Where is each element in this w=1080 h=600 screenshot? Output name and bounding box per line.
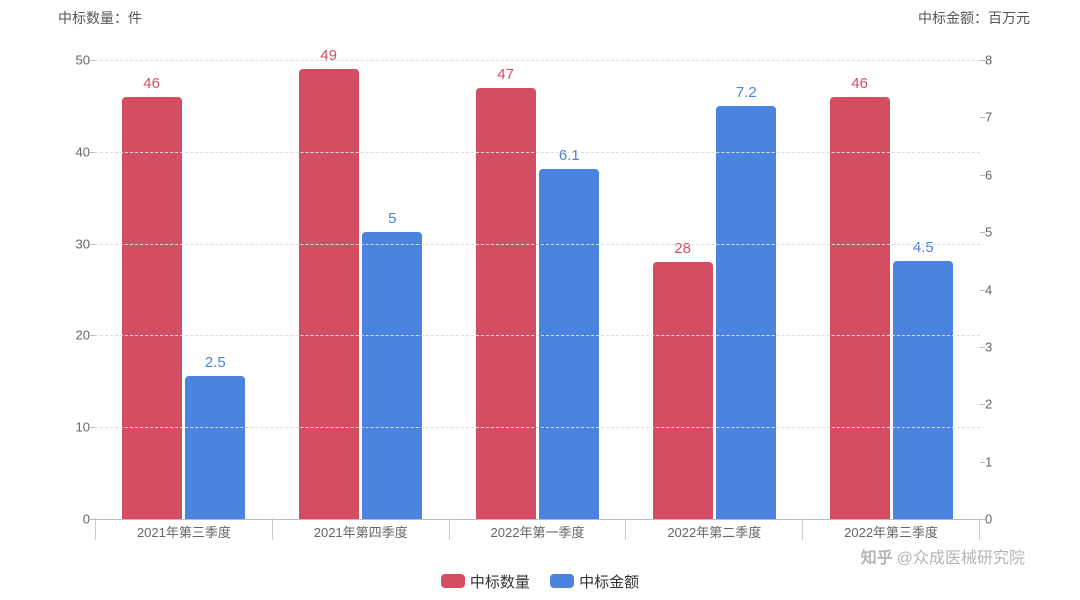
bar-group: 287.2 [626,60,803,519]
bar-count: 49 [299,69,359,519]
bar-value-label: 4.5 [893,239,953,256]
x-axis-labels: 2021年第三季度2021年第四季度2022年第一季度2022年第二季度2022… [95,520,980,540]
bar-amount: 6.1 [539,169,599,519]
bar-value-label: 49 [299,47,359,64]
y-left-tick: 0 [60,512,90,527]
bar-group: 462.5 [95,60,272,519]
grid-line [95,60,980,61]
tick-mark [90,335,95,336]
legend-item-count: 中标数量 [441,571,530,592]
bar-value-label: 7.2 [716,84,776,101]
y-right-tick: 5 [985,225,1010,240]
y-right-tick: 8 [985,53,1010,68]
bar-group: 464.5 [803,60,980,519]
y-right-tick: 0 [985,512,1010,527]
tick-mark [980,232,985,233]
bar-amount: 4.5 [893,261,953,519]
bars-layer: 462.5495476.1287.2464.5 [95,60,980,519]
grid-line [95,427,980,428]
x-axis-label: 2022年第二季度 [625,518,802,540]
tick-mark [980,519,985,520]
y-right-tick: 3 [985,339,1010,354]
x-axis-label: 2022年第一季度 [449,518,626,540]
bar-count: 28 [653,262,713,519]
bar-value-label: 46 [830,75,890,92]
chart-container: 462.5495476.1287.2464.5 0102030405001234… [50,20,1025,550]
legend-label: 中标数量 [470,571,530,592]
bar-count: 46 [830,97,890,519]
bar-group: 495 [272,60,449,519]
tick-mark [90,152,95,153]
grid-line [95,335,980,336]
bar-count: 46 [122,97,182,519]
tick-mark [90,60,95,61]
tick-mark [980,404,985,405]
tick-mark [90,244,95,245]
bar-group: 476.1 [449,60,626,519]
y-left-tick: 20 [60,328,90,343]
y-right-tick: 7 [985,110,1010,125]
bar-amount: 7.2 [716,106,776,519]
watermark-brand: 知乎 [861,550,893,567]
y-right-tick: 6 [985,167,1010,182]
watermark-text: @众成医械研究院 [897,550,1025,567]
tick-mark [980,290,985,291]
legend-swatch-count [441,574,465,588]
plot-area: 462.5495476.1287.2464.5 0102030405001234… [95,60,980,520]
legend: 中标数量 中标金额 [0,571,1080,593]
bar-value-label: 46 [122,75,182,92]
tick-mark [980,60,985,61]
tick-mark [980,462,985,463]
y-right-tick: 2 [985,397,1010,412]
bar-amount: 5 [362,232,422,519]
y-right-tick: 1 [985,454,1010,469]
y-left-tick: 30 [60,236,90,251]
bar-value-label: 5 [362,210,422,227]
legend-label: 中标金额 [579,571,639,592]
legend-swatch-amount [550,574,574,588]
bar-value-label: 6.1 [539,147,599,164]
tick-mark [980,175,985,176]
x-axis-label: 2022年第三季度 [802,518,980,540]
bar-amount: 2.5 [185,376,245,519]
x-axis-label: 2021年第四季度 [272,518,449,540]
y-left-tick: 50 [60,53,90,68]
bar-value-label: 2.5 [185,354,245,371]
grid-line [95,244,980,245]
grid-line [95,152,980,153]
y-left-tick: 40 [60,144,90,159]
tick-mark [980,347,985,348]
y-right-tick: 4 [985,282,1010,297]
x-axis-label: 2021年第三季度 [95,518,272,540]
y-left-tick: 10 [60,420,90,435]
bar-value-label: 47 [476,66,536,83]
tick-mark [90,427,95,428]
tick-mark [980,117,985,118]
bar-value-label: 28 [653,240,713,257]
legend-item-amount: 中标金额 [550,571,639,592]
